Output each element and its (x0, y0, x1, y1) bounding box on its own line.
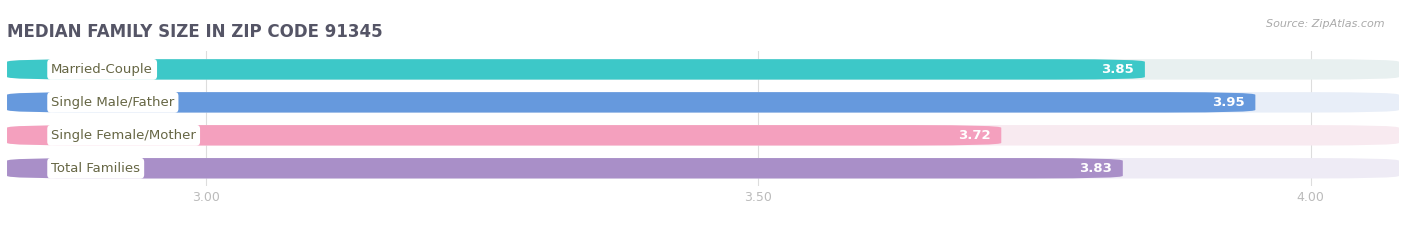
FancyBboxPatch shape (7, 92, 1256, 113)
FancyBboxPatch shape (7, 92, 1399, 113)
FancyBboxPatch shape (7, 158, 1123, 178)
FancyBboxPatch shape (7, 158, 1399, 178)
FancyBboxPatch shape (7, 59, 1144, 80)
Text: MEDIAN FAMILY SIZE IN ZIP CODE 91345: MEDIAN FAMILY SIZE IN ZIP CODE 91345 (7, 23, 382, 41)
Text: Single Male/Father: Single Male/Father (51, 96, 174, 109)
Text: Married-Couple: Married-Couple (51, 63, 153, 76)
Text: Total Families: Total Families (51, 162, 141, 175)
Text: 3.83: 3.83 (1078, 162, 1112, 175)
Text: Source: ZipAtlas.com: Source: ZipAtlas.com (1267, 19, 1385, 29)
FancyBboxPatch shape (7, 59, 1399, 80)
FancyBboxPatch shape (7, 125, 1399, 146)
Text: Single Female/Mother: Single Female/Mother (51, 129, 195, 142)
Text: 3.95: 3.95 (1212, 96, 1244, 109)
Text: 3.72: 3.72 (957, 129, 990, 142)
Text: 3.85: 3.85 (1101, 63, 1133, 76)
FancyBboxPatch shape (7, 125, 1001, 146)
